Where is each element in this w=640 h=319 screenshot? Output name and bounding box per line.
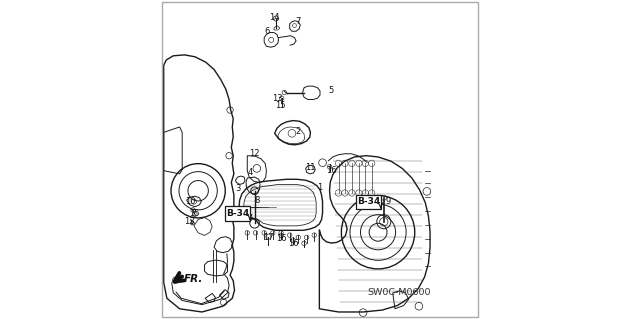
Text: 10: 10 [184, 197, 195, 206]
Text: 15: 15 [189, 209, 199, 218]
Text: 5: 5 [328, 86, 334, 95]
Text: 13: 13 [273, 94, 284, 103]
Text: B-34: B-34 [226, 209, 250, 218]
FancyBboxPatch shape [225, 206, 250, 221]
Text: 6: 6 [265, 27, 270, 36]
Text: 12: 12 [249, 149, 259, 158]
Text: 7: 7 [296, 17, 301, 26]
Text: SW0C-M0600: SW0C-M0600 [367, 288, 431, 297]
Text: 17: 17 [263, 233, 274, 242]
Text: 14: 14 [269, 13, 280, 22]
Text: 16: 16 [289, 239, 299, 248]
Text: FR.: FR. [184, 274, 203, 284]
FancyBboxPatch shape [356, 195, 381, 209]
Text: 8: 8 [254, 196, 260, 205]
Text: 2: 2 [296, 127, 301, 136]
Text: 1: 1 [317, 183, 323, 192]
Text: 16: 16 [276, 234, 286, 243]
Text: 11: 11 [305, 163, 316, 172]
Text: 4: 4 [248, 168, 253, 177]
Text: 16: 16 [326, 166, 337, 175]
Text: 3: 3 [235, 184, 241, 193]
Text: 13: 13 [184, 217, 195, 226]
Text: 9: 9 [385, 197, 390, 206]
Text: 15: 15 [275, 101, 285, 110]
Text: B-34: B-34 [357, 197, 380, 206]
